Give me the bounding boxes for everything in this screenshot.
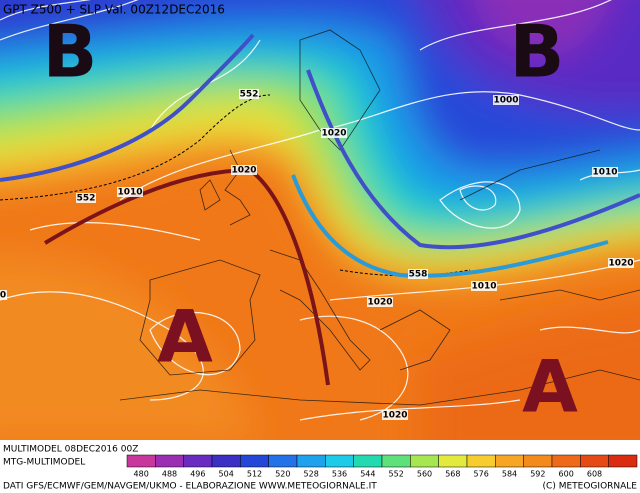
colorbar-swatch — [466, 454, 496, 468]
trough-line — [291, 174, 609, 278]
contour-label: 1020 — [231, 166, 256, 176]
sources-label: DATI GFS/ECMWF/GEM/NAVGEM/UKMO - ELABORA… — [3, 482, 377, 492]
colorbar-swatch — [183, 454, 213, 468]
contour-label-bg — [321, 128, 347, 138]
contour-label-bg — [367, 297, 393, 307]
colorbar-tick-label: 584 — [502, 470, 517, 479]
run-label: MULTIMODEL 08DEC2016 00Z — [3, 445, 138, 455]
contour-label-bg — [493, 95, 519, 105]
contour-label-bg — [117, 187, 143, 197]
contour-label: 1000 — [493, 96, 518, 106]
colorbar-tick-label: 520 — [275, 470, 290, 479]
colorbar-tick-label: 544 — [360, 470, 375, 479]
contour-label-bg — [592, 167, 618, 177]
contour-label-bg — [231, 165, 257, 175]
colorbar-swatch — [296, 454, 326, 468]
colorbar-tick-label: 512 — [247, 470, 262, 479]
colorbar-tick-label: 560 — [417, 470, 432, 479]
colorbar-tick-label: 536 — [332, 470, 347, 479]
colorbar-tick-label: 552 — [389, 470, 404, 479]
contour-label: 1020 — [367, 298, 392, 308]
colorbar-swatch — [523, 454, 553, 468]
colorbar-swatch — [155, 454, 184, 468]
colorbar-swatch — [438, 454, 468, 468]
colorbar-tick-label: 608 — [587, 470, 602, 479]
contour-label: 1020 — [321, 129, 346, 139]
coastlines — [119, 29, 640, 406]
colorbar-swatch — [410, 454, 439, 468]
contour-label-bg — [0, 290, 7, 300]
pressure-center: B — [43, 10, 98, 94]
colorbar-swatch — [325, 454, 354, 468]
colorbar-swatch — [240, 454, 269, 468]
map-title: GPT Z500 + SLP Val. 00Z12DEC2016 — [3, 3, 225, 17]
contour-label-bg — [471, 281, 497, 291]
colorbar-swatch — [551, 454, 581, 468]
contour-label: 1010 — [471, 282, 496, 292]
colorbar-tick-label: 528 — [304, 470, 319, 479]
colorbar-swatch — [268, 454, 298, 468]
contour-label: 552 — [240, 90, 259, 100]
pressure-center: A — [157, 295, 213, 379]
contour-label: 1010 — [117, 188, 142, 198]
contour-label: 1010 — [592, 168, 617, 178]
colorbar-tick-label: 576 — [474, 470, 489, 479]
pressure-center: A — [522, 345, 578, 429]
contour-label: 1020 — [608, 259, 633, 269]
colorbar-tick-label: 568 — [445, 470, 460, 479]
colorbar-swatch — [211, 454, 241, 468]
colorbar-tick-label: 592 — [530, 470, 545, 479]
contour-label-bg — [76, 193, 96, 203]
colorbar-tick-label: 504 — [219, 470, 234, 479]
colorbar-swatch — [608, 454, 638, 468]
colorbar-swatch — [495, 454, 524, 468]
colorbar-tick-label: 480 — [134, 470, 149, 479]
contour-label-bg — [382, 410, 408, 420]
colorbar-swatch — [353, 454, 383, 468]
copyright-label: (C) METEOGIORNALE — [543, 482, 638, 492]
pressure-center: B — [510, 10, 565, 94]
colorbar-tick-label: 488 — [162, 470, 177, 479]
contour-label: 0 — [0, 291, 6, 301]
contour-label: 558 — [409, 270, 428, 280]
colorbar-tick-label: 600 — [559, 470, 574, 479]
contour-label: 552 — [77, 194, 96, 204]
colorbar-swatch — [126, 454, 156, 468]
map-field — [0, 0, 640, 440]
contour-label-bg — [239, 89, 259, 99]
trough-line — [0, 33, 255, 182]
colorbar-tick-label: 496 — [190, 470, 205, 479]
colorbar-swatch — [381, 454, 411, 468]
contour-label: 1020 — [382, 411, 407, 421]
colorbar-swatch — [580, 454, 609, 468]
model-label: MTG-MULTIMODEL — [3, 458, 85, 468]
contour-label-bg — [408, 269, 428, 279]
contour-label-bg — [608, 258, 634, 268]
